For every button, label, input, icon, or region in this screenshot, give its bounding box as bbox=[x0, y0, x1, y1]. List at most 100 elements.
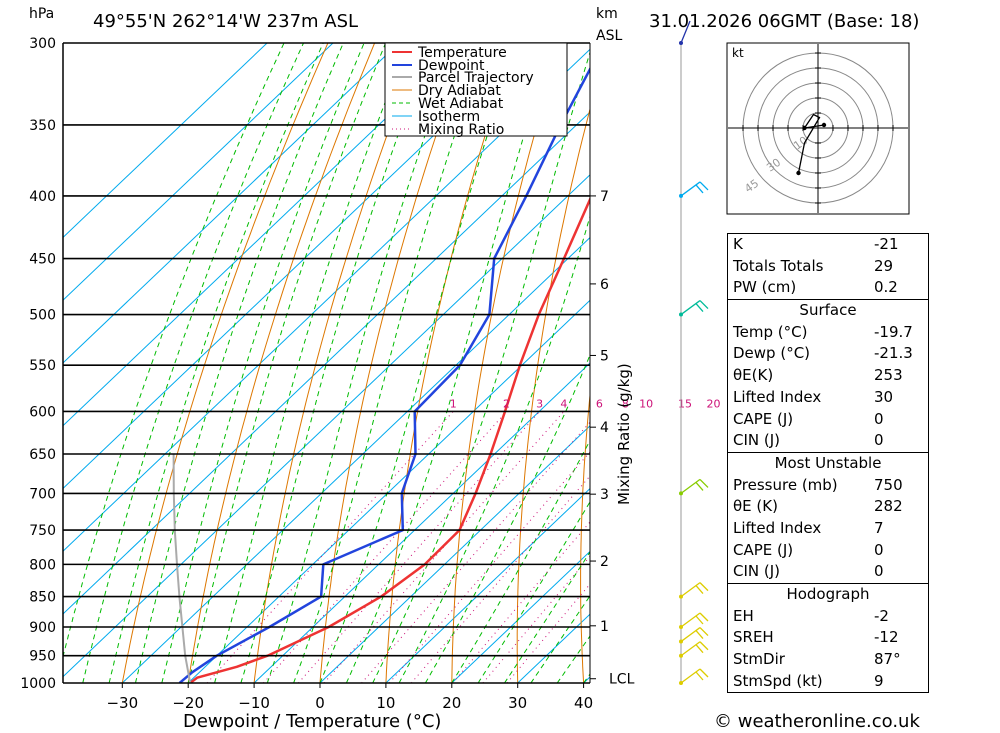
wet-adiabat-line bbox=[214, 43, 409, 683]
km-unit-label: km bbox=[596, 6, 618, 22]
hodograph-point bbox=[796, 170, 801, 176]
stat-label: K bbox=[733, 235, 743, 253]
dry-adiabat-line bbox=[923, 43, 979, 683]
pressure-tick-label: 850 bbox=[29, 590, 56, 606]
stat-label: PW (cm) bbox=[733, 278, 797, 297]
pressure-tick-label: 350 bbox=[29, 118, 56, 134]
stat-value: -12 bbox=[874, 628, 899, 647]
wind-barb-flag bbox=[695, 630, 704, 639]
wet-adiabat-line bbox=[108, 43, 324, 683]
pressure-tick-label: 600 bbox=[29, 404, 56, 420]
wind-barb bbox=[679, 478, 709, 496]
wet-adiabat-line bbox=[63, 43, 285, 659]
km-tick-label: 3 bbox=[600, 487, 609, 503]
pressure-tick-label: 950 bbox=[29, 649, 56, 665]
stat-row: StmDir 87° bbox=[728, 649, 928, 671]
wind-barb-flag bbox=[699, 641, 709, 651]
wind-barb bbox=[679, 612, 709, 629]
legend-dewpoint: Dewpoint bbox=[418, 58, 485, 74]
mixing-ratio-labels: 12346810152025 bbox=[450, 397, 743, 410]
hodograph-trace bbox=[797, 113, 825, 174]
stat-label: StmSpd (kt) bbox=[733, 671, 823, 690]
parcel-trajectory bbox=[172, 453, 192, 683]
mixing-ratio-label: 10 bbox=[639, 397, 653, 410]
mixing-ratio-label: 6 bbox=[596, 397, 603, 410]
stat-row: CAPE (J) 0 bbox=[728, 540, 928, 562]
km-tick-label: 4 bbox=[600, 420, 609, 436]
isotherm-line bbox=[63, 43, 400, 364]
mixing-ratio-line bbox=[452, 521, 590, 683]
wind-barb-shaft bbox=[680, 668, 701, 684]
location-title: 49°55'N 262°14'W 237m ASL bbox=[93, 11, 358, 32]
stat-label: CAPE (J) bbox=[733, 540, 794, 559]
stat-label: Pressure (mb) bbox=[733, 475, 838, 494]
pressure-tick-label: 650 bbox=[29, 447, 56, 463]
wind-barb-shaft bbox=[680, 20, 691, 44]
wet-adiabat-line bbox=[372, 50, 590, 683]
wind-barb-flag bbox=[695, 671, 704, 681]
wind-barb-flag bbox=[699, 478, 709, 488]
stat-value: 0 bbox=[874, 409, 884, 428]
isotherm-line bbox=[319, 425, 590, 683]
mixing-ratio-line bbox=[206, 411, 454, 683]
stat-row: Lifted Index 7 bbox=[728, 518, 928, 540]
wind-barb bbox=[679, 582, 709, 599]
stat-row: Totals Totals 29 bbox=[728, 256, 928, 278]
surface-section: Surface Temp (°C) -19.7 Dewp (°C) -21.3 θE… bbox=[728, 299, 928, 452]
wet-adiabat-line bbox=[319, 43, 518, 683]
pressure-tick-label: 300 bbox=[29, 36, 56, 52]
legend: Temperature Dewpoint Parcel Trajectory D… bbox=[384, 42, 568, 138]
stat-label: Temp (°C) bbox=[733, 322, 808, 341]
wind-barb-shaft bbox=[680, 627, 701, 643]
isotherm-line bbox=[63, 174, 590, 678]
stat-value: 0 bbox=[874, 562, 884, 581]
stat-row: K -21 bbox=[728, 234, 928, 256]
isotherm-line bbox=[63, 43, 466, 427]
datetime-title: 31.01.2026 06GMT (Base: 18) bbox=[649, 11, 919, 32]
stat-label: CAPE (J) bbox=[733, 409, 794, 428]
x-tick-label: −10 bbox=[238, 694, 270, 712]
plot-axes: 3003504004505005506006507007508008509009… bbox=[20, 36, 593, 712]
mixing-ratio-label: 3 bbox=[536, 397, 543, 410]
stat-value: 282 bbox=[874, 497, 903, 516]
mixing-ratio-label: 15 bbox=[678, 397, 692, 410]
legend-wet-adiabat: Wet Adiabat bbox=[418, 96, 504, 112]
isotherm-line bbox=[63, 111, 590, 615]
pressure-tick-label: 400 bbox=[29, 189, 56, 205]
stat-label: θE (K) bbox=[733, 497, 778, 516]
km-axis: 7 6 5 4 3 2 1 LCL bbox=[590, 189, 635, 688]
legend-temperature: Temperature bbox=[417, 45, 507, 61]
stat-value: 29 bbox=[874, 256, 894, 275]
hodograph-stats-section: Hodograph EH -2 SREH -12 StmDir 87° StmSpd … bbox=[728, 583, 928, 692]
wind-barb bbox=[679, 641, 709, 658]
hpa-unit-label: hPa bbox=[29, 6, 54, 22]
km-tick-label: 6 bbox=[600, 277, 609, 293]
dry-adiabat-line bbox=[580, 390, 590, 683]
stat-label: CIN (J) bbox=[733, 431, 781, 450]
stat-label: SREH bbox=[733, 628, 774, 647]
wind-barb-shaft bbox=[680, 582, 701, 598]
dry-adiabat-line bbox=[253, 43, 422, 683]
wind-barb bbox=[679, 627, 709, 644]
hodograph-stats-title: Hodograph bbox=[786, 585, 870, 603]
stat-value: 87° bbox=[874, 650, 901, 669]
wind-barb-flag bbox=[699, 582, 709, 592]
wind-barb bbox=[679, 300, 709, 317]
wet-adiabat-line bbox=[424, 353, 590, 683]
stat-label: Dewp (°C) bbox=[733, 344, 811, 363]
stat-row: SREH -12 bbox=[728, 627, 928, 649]
isotherm-line bbox=[63, 43, 268, 239]
km-tick-label: 1 bbox=[600, 619, 609, 635]
hodograph-point bbox=[821, 122, 827, 128]
wind-barb bbox=[679, 20, 691, 45]
most-unstable-title: Most Unstable bbox=[774, 453, 882, 472]
wind-barb-shaft bbox=[680, 641, 701, 657]
wind-barb-flag bbox=[695, 184, 704, 194]
wet-adiabat-line bbox=[82, 43, 304, 683]
wind-barb-flag bbox=[695, 481, 704, 491]
x-tick-label: −20 bbox=[172, 694, 204, 712]
stat-value: 750 bbox=[874, 475, 903, 494]
isotherm-line bbox=[63, 43, 532, 490]
isotherm-line bbox=[121, 236, 590, 683]
